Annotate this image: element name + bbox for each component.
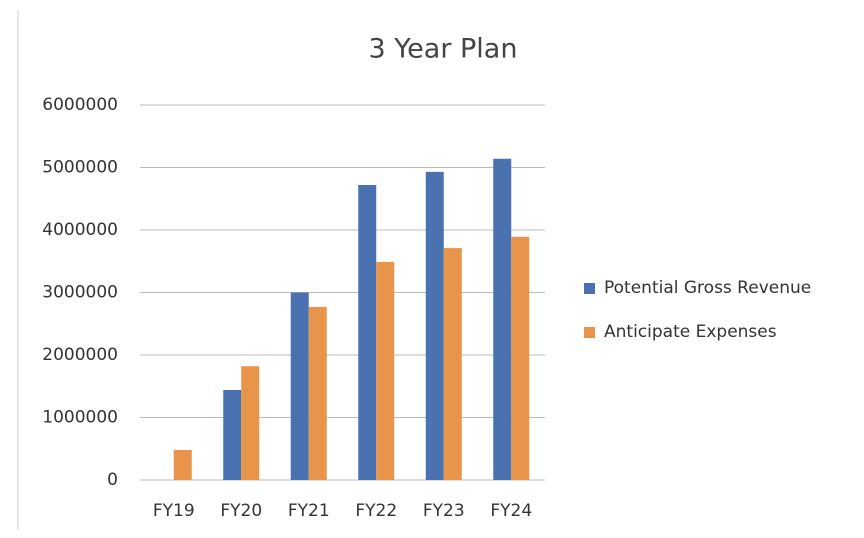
bar: [173, 450, 192, 480]
legend-swatch: [584, 327, 595, 338]
bar: [376, 261, 395, 480]
y-tick-label: 6000000: [42, 95, 118, 115]
y-tick-label: 5000000: [42, 158, 118, 178]
bar: [493, 158, 512, 480]
bar: [443, 248, 462, 480]
x-tick-label: FY23: [423, 501, 465, 521]
bar: [290, 292, 309, 480]
x-tick-label: FY20: [220, 501, 262, 521]
legend-label: Anticipate Expenses: [604, 322, 777, 342]
bar: [511, 236, 530, 480]
x-tick-label: FY22: [355, 501, 397, 521]
bar: [223, 390, 242, 480]
bar: [308, 306, 327, 480]
y-tick-label: 4000000: [42, 220, 118, 240]
y-tick-label: 3000000: [42, 283, 118, 303]
bar: [425, 171, 444, 480]
x-tick-label: FY24: [490, 501, 532, 521]
y-tick-label: 1000000: [42, 408, 118, 428]
legend-swatch: [584, 283, 595, 294]
chart-title: 3 Year Plan: [369, 34, 518, 65]
bar: [358, 185, 377, 480]
bar: [241, 366, 260, 480]
x-tick-label: FY21: [288, 501, 330, 521]
x-tick-label: FY19: [153, 501, 195, 521]
y-tick-label: 0: [107, 470, 118, 490]
legend-label: Potential Gross Revenue: [604, 278, 811, 298]
y-tick-label: 2000000: [42, 345, 118, 365]
